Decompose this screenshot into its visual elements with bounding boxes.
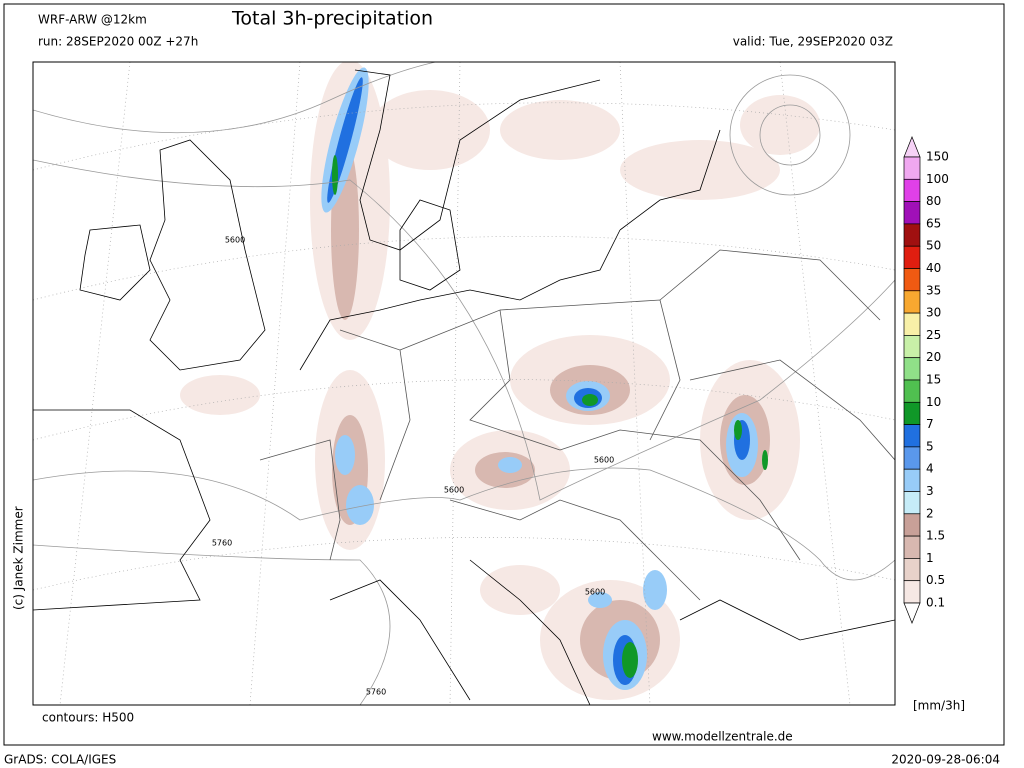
map-content: 5600 5600 5600 5600 5760 5760: [33, 62, 895, 705]
colorbar-box: [903, 156, 921, 180]
outer-frame: [3, 3, 1005, 746]
timestamp: 2020-09-28-06:04: [891, 753, 1000, 767]
colorbar-box: [903, 379, 921, 403]
colorbar-label: 25: [926, 328, 941, 342]
colorbar-label: 30: [926, 306, 941, 320]
colorbar-box: [903, 290, 921, 314]
colorbar-box: [903, 401, 921, 425]
colorbar-label: 3: [926, 484, 934, 498]
colorbar-label: 100: [926, 172, 949, 186]
colorbar-box: [903, 178, 921, 202]
contour-label: 5600: [225, 236, 245, 245]
precip-green: [332, 155, 768, 678]
colorbar-box: [903, 580, 921, 604]
colorbar-box: [903, 446, 921, 470]
contour-label-group: 5600 5600 5600 5600 5760 5760: [212, 236, 614, 697]
colorbar-box: [903, 424, 921, 448]
colorbar-label: 4: [926, 462, 934, 476]
colorbar-cap: [903, 602, 921, 624]
colorbar-label: 7: [926, 417, 934, 431]
colorbar-label: 150: [926, 150, 949, 164]
contours-note: contours: H500: [42, 711, 134, 725]
colorbar-box: [903, 223, 921, 247]
model-label: WRF-ARW @12km: [38, 13, 147, 27]
contour-label: 5600: [585, 588, 605, 597]
colorbar-box: [903, 513, 921, 537]
colorbar-box: [903, 245, 921, 269]
contour-label: 5600: [594, 456, 614, 465]
colorbar-box: [903, 357, 921, 381]
contour-label: 5760: [366, 688, 386, 697]
colorbar-box: [903, 558, 921, 582]
colorbar-box: [903, 312, 921, 336]
colorbar-label: 50: [926, 239, 941, 253]
website: www.modellzentrale.de: [652, 730, 793, 744]
copyright: (c) Janek Zimmer: [12, 506, 26, 610]
coastlines: [33, 69, 895, 705]
colorbar-box: [903, 468, 921, 492]
run-label: run: 28SEP2020 00Z +27h: [38, 35, 198, 49]
colorbar-box: [903, 201, 921, 225]
colorbar-box: [903, 535, 921, 559]
colorbar-label: 20: [926, 350, 941, 364]
title: Total 3h-precipitation: [231, 8, 433, 30]
colorbar-label: 35: [926, 283, 941, 297]
colorbar-label: 80: [926, 194, 941, 208]
graticule: [33, 62, 895, 705]
contour-label: 5600: [444, 486, 464, 495]
colorbar-label: 1: [926, 551, 934, 565]
colorbar-label: 10: [926, 395, 941, 409]
colorbar-box: [903, 268, 921, 292]
colorbar-label: 40: [926, 261, 941, 275]
colorbar-label: 5: [926, 439, 934, 453]
map: 5600 5600 5600 5600 5760 5760 (c) Janek Zimme…: [12, 61, 896, 706]
colorbar-box: [903, 491, 921, 515]
map-frame: [32, 61, 896, 706]
valid-label: valid: Tue, 29SEP2020 03Z: [733, 35, 893, 49]
colorbar-label: 15: [926, 373, 941, 387]
colorbar-label: 0.5: [926, 573, 945, 587]
colorbar-label: 0.1: [926, 596, 945, 610]
colorbar-label: 65: [926, 216, 941, 230]
country-borders: [259, 249, 895, 601]
height-contours: [33, 62, 895, 705]
colorbar-label: 1.5: [926, 529, 945, 543]
software: GrADS: COLA/IGES: [4, 753, 116, 767]
colorbar-label: 2: [926, 506, 934, 520]
colorbar: 150 100 80 65 50 40 35 30 25 20 15 10 7 5 4 3 2 1.5 1 0.5 0.…: [903, 136, 949, 624]
contour-label: 5760: [212, 539, 232, 548]
colorbar-box: [903, 335, 921, 359]
legend-unit: [mm/3h]: [913, 699, 965, 713]
